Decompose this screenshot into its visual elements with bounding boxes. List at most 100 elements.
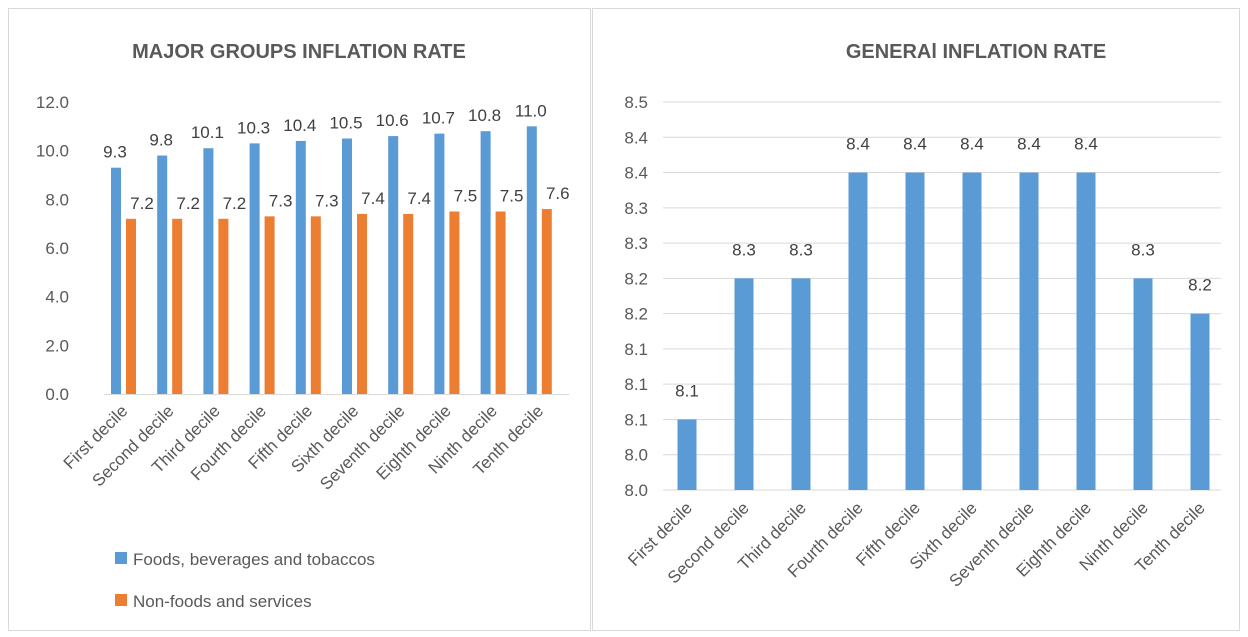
data-label: 8.4 [1017, 135, 1041, 154]
bars [677, 172, 1210, 490]
chart-title: GENERAl INFLATION RATE [846, 41, 1106, 63]
data-label: 10.3 [237, 118, 270, 137]
legend: Foods, beverages and tobaccos Non-foods a… [115, 550, 375, 611]
bar-non-foods [172, 218, 183, 394]
bar-general [1076, 172, 1096, 490]
data-labels: 8.1 8.3 8.3 8.4 8.4 8.4 8.4 8.4 8.3 8.2 [675, 135, 1212, 401]
data-label: 10.4 [283, 116, 316, 135]
data-label: 8.1 [675, 381, 699, 400]
data-label: 7.2 [176, 194, 200, 213]
bar-foods [111, 167, 121, 394]
data-label: 7.3 [269, 191, 293, 210]
y-tick-label: 8.1 [624, 410, 648, 429]
data-label: 7.4 [407, 189, 431, 208]
bar-non-foods [495, 211, 506, 394]
data-label: 8.4 [960, 135, 984, 154]
bar-foods [342, 138, 352, 394]
bar-non-foods [218, 218, 229, 394]
y-tick-label: 8.2 [624, 269, 648, 288]
y-tick-label: 12.0 [36, 93, 69, 112]
data-label: 9.3 [103, 143, 127, 162]
y-tick-label: 8.0 [624, 446, 648, 465]
data-label: 7.6 [546, 184, 570, 203]
y-tick-label: 8.0 [45, 190, 69, 209]
bar-general [677, 419, 697, 490]
legend-swatch [115, 594, 127, 606]
data-label: 7.5 [454, 187, 478, 206]
bar-non-foods [449, 211, 460, 394]
y-tick-label: 8.4 [624, 128, 648, 147]
data-label: 7.2 [223, 194, 247, 213]
data-label: 10.8 [468, 106, 501, 125]
bars [104, 126, 569, 395]
bar-general [791, 278, 811, 490]
bar-non-foods [126, 218, 136, 394]
y-axis: 8.0 8.0 8.1 8.1 8.1 8.2 8.2 8.3 8.3 8.4 8.4 8.5 [624, 93, 648, 500]
bar-foods [249, 143, 260, 394]
data-label: 8.4 [846, 135, 870, 154]
y-tick-label: 8.1 [624, 340, 648, 359]
bar-general [848, 172, 868, 490]
bar-foods [526, 126, 537, 394]
data-label: 8.3 [732, 240, 756, 259]
bar-general [962, 172, 982, 490]
y-tick-label: 8.3 [624, 199, 648, 218]
bar-foods [480, 131, 491, 394]
data-label: 8.3 [1131, 240, 1155, 259]
y-tick-label: 8.5 [624, 93, 648, 112]
data-label: 10.5 [329, 114, 362, 133]
data-label: 8.2 [1188, 276, 1212, 295]
gridlines [663, 101, 1221, 491]
y-tick-label: 6.0 [45, 239, 69, 258]
y-tick-label: 2.0 [45, 336, 69, 355]
bar-foods [295, 140, 306, 394]
category-label: Second decile [89, 401, 178, 490]
bar-foods [388, 136, 399, 395]
bar-foods [157, 155, 168, 394]
y-tick-label: 10.0 [36, 142, 69, 161]
bar-non-foods [264, 216, 275, 394]
data-label: 11.0 [515, 101, 547, 120]
bar-general [1190, 313, 1210, 490]
data-label: 10.7 [422, 109, 455, 128]
chart-panel-major-groups: MAJOR GROUPS INFLATION RATE 0.0 2.0 4.0 6.0… [8, 8, 591, 631]
chart-title: MAJOR GROUPS INFLATION RATE [132, 41, 466, 63]
data-labels: 9.3 7.2 9.8 7.2 10.1 7.2 10.3 7.3 10.4 7.3 10.5 7.4… [103, 101, 569, 212]
y-tick-label: 4.0 [45, 288, 69, 307]
bar-non-foods [403, 213, 414, 394]
bar-general [1019, 172, 1039, 490]
bar-general [734, 278, 754, 490]
bar-non-foods [310, 216, 321, 394]
data-label: 10.1 [191, 123, 224, 142]
y-axis: 0.0 2.0 4.0 6.0 8.0 10.0 12.0 [36, 93, 69, 404]
legend-label: Non-foods and services [133, 592, 312, 611]
general-chart: GENERAl INFLATION RATE 8.08.08.18.18.18.… [624, 41, 1221, 591]
legend-label: Foods, beverages and tobaccos [133, 550, 375, 569]
y-tick-label: 8.1 [624, 375, 648, 394]
legend-swatch [115, 552, 127, 564]
bar-foods [203, 148, 214, 394]
bar-general [1133, 278, 1153, 490]
y-tick-label: 8.2 [624, 305, 648, 324]
bar-foods [434, 133, 445, 394]
bar-non-foods [541, 209, 552, 394]
data-label: 7.2 [130, 194, 154, 213]
data-label: 8.4 [1074, 135, 1098, 154]
y-tick-label: 0.0 [45, 385, 69, 404]
y-tick-label: 8.0 [624, 481, 648, 500]
data-label: 7.4 [361, 189, 385, 208]
data-label: 8.4 [903, 135, 927, 154]
y-tick-label: 8.3 [624, 234, 648, 253]
major-groups-chart: MAJOR GROUPS INFLATION RATE 0.0 2.0 4.0 6.0… [36, 41, 570, 611]
data-label: 7.5 [500, 187, 524, 206]
data-label: 10.6 [376, 111, 409, 130]
bar-general [905, 172, 925, 490]
data-label: 9.8 [149, 131, 173, 150]
chart-panel-general: GENERAl INFLATION RATE 8.0 8.0 8.1 8.1 8.1 8.… [592, 8, 1240, 631]
data-label: 8.3 [789, 240, 813, 259]
bar-non-foods [357, 213, 367, 394]
data-label: 7.3 [315, 191, 339, 210]
y-tick-label: 8.4 [624, 164, 648, 183]
